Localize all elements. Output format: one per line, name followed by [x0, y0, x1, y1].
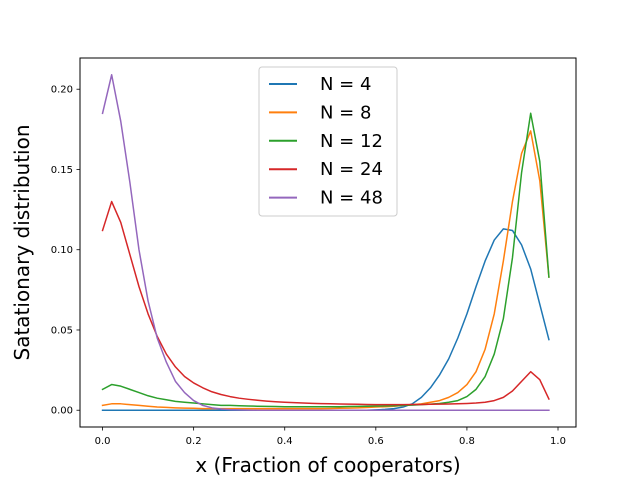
plot-area-frame	[79, 57, 577, 428]
legend: N = 4 N = 8 N = 12 N = 24 N = 48	[258, 66, 398, 217]
legend-label-2: N = 8	[320, 102, 371, 123]
x-axis-label: x (Fraction of cooperators)	[195, 453, 460, 477]
series-line-5	[101, 74, 550, 411]
x-tick-label: 0.0	[95, 436, 111, 447]
legend-label-1: N = 4	[320, 74, 371, 95]
y-tick-label: 0.10	[51, 245, 73, 256]
legend-label-3: N = 12	[320, 131, 383, 152]
plot-lines	[101, 74, 550, 411]
y-axis-label: Satationary distribution	[10, 124, 34, 360]
series-line-3	[101, 112, 550, 408]
y-tick-label: 0.00	[51, 406, 73, 417]
legend-label-5: N = 48	[320, 188, 383, 209]
y-axis-ticks: 0.00 0.05 0.10 0.15 0.20	[51, 85, 80, 417]
x-tick-label: 0.8	[459, 436, 475, 447]
series-line-2	[101, 130, 550, 410]
x-tick-label: 1.0	[550, 436, 566, 447]
x-tick-label: 0.6	[368, 436, 384, 447]
x-tick-label: 0.4	[277, 436, 293, 447]
y-tick-label: 0.05	[51, 325, 73, 336]
y-tick-label: 0.15	[51, 165, 73, 176]
x-tick-label: 0.2	[186, 436, 202, 447]
legend-label-4: N = 24	[320, 159, 383, 180]
series-line-4	[101, 200, 550, 406]
x-axis-ticks: 0.0 0.2 0.4 0.6 0.8 1.0	[95, 427, 566, 447]
y-tick-label: 0.20	[51, 85, 73, 96]
legend-frame	[258, 66, 398, 217]
